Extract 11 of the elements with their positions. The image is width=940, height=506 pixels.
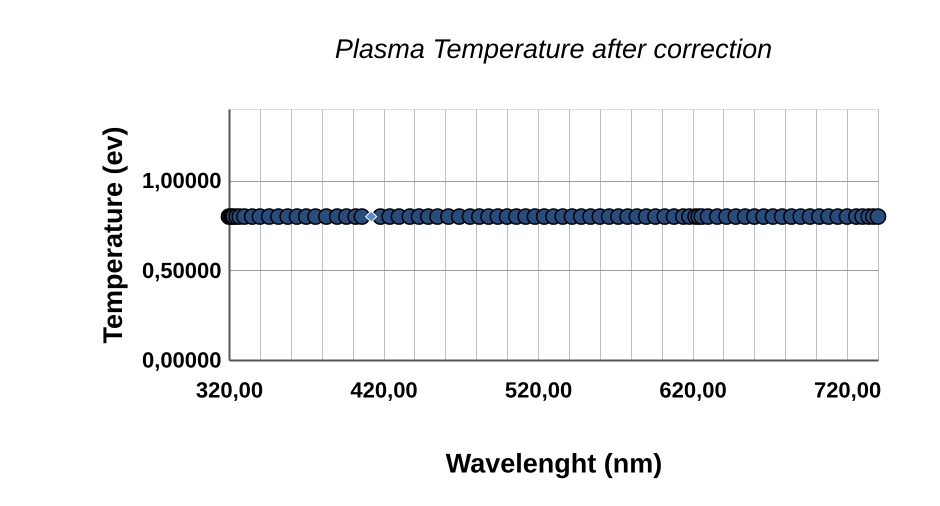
x-tick-label: 520,00 (504, 378, 572, 402)
chart-title: Plasma Temperature after correction (334, 34, 772, 64)
x-tick-label: 320,00 (196, 378, 264, 402)
y-tick-label: 0,00000 (142, 348, 222, 372)
x-axis-title: Wavelenght (nm) (446, 448, 662, 478)
x-tick-label: 720,00 (814, 378, 882, 402)
x-tick-label: 620,00 (659, 378, 727, 402)
y-tick-label: 0,50000 (142, 258, 222, 283)
y-tick-label: 1,00000 (142, 168, 222, 194)
x-tick-label: 420,00 (350, 378, 418, 402)
y-axis-title: Temperature (ev) (98, 126, 128, 344)
